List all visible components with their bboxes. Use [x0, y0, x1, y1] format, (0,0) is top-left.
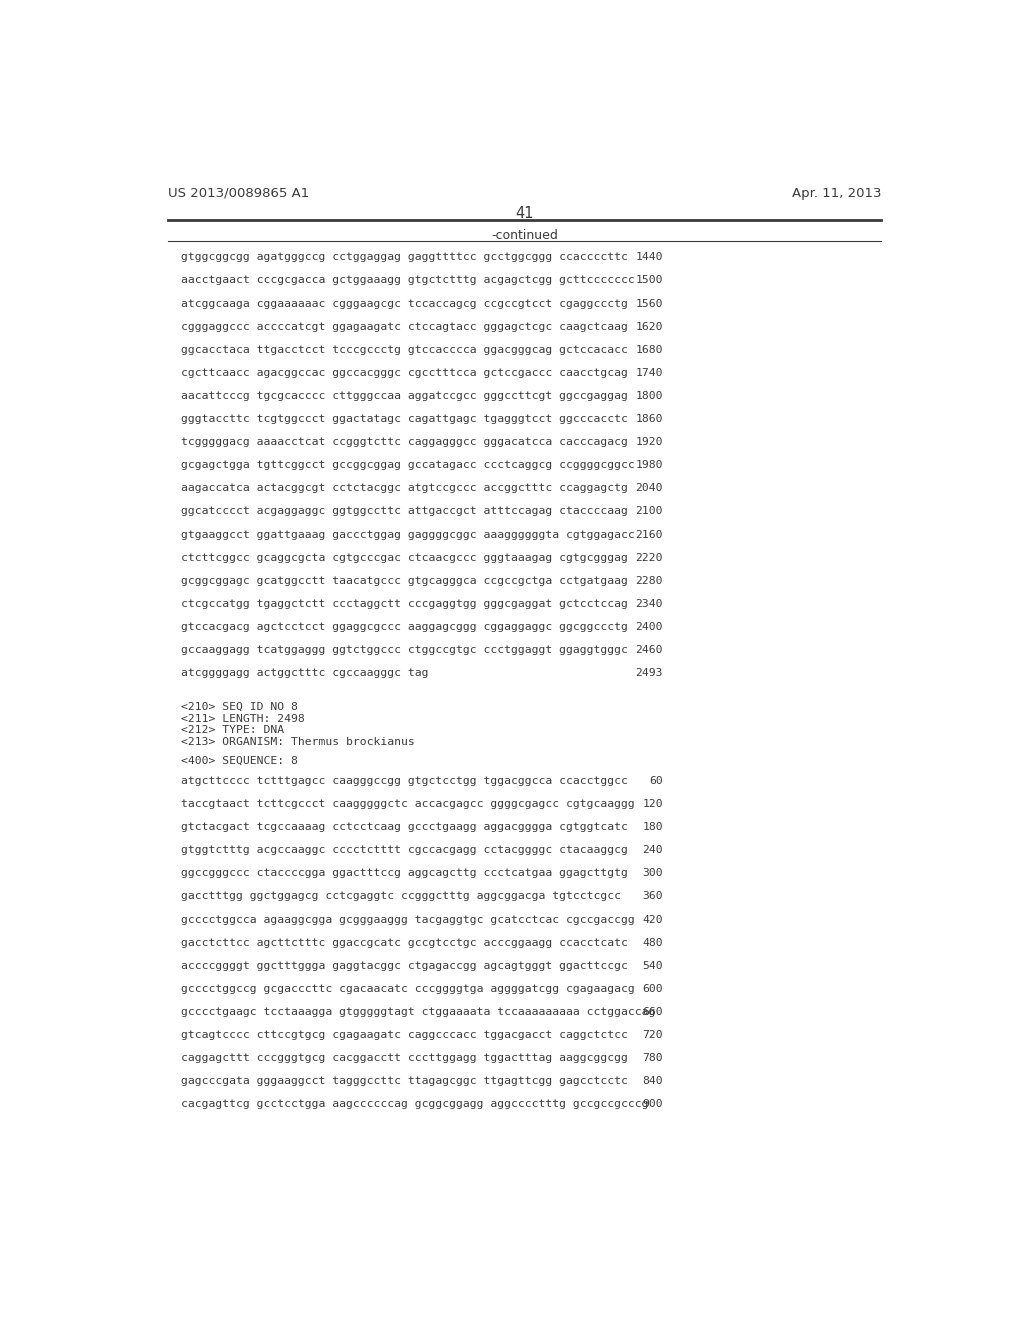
Text: gtctacgact tcgccaaaag cctcctcaag gccctgaagg aggacgggga cgtggtcatc: gtctacgact tcgccaaaag cctcctcaag gccctga…: [180, 822, 628, 832]
Text: aagaccatca actacggcgt cctctacggc atgtccgccc accggctttc ccaggagctg: aagaccatca actacggcgt cctctacggc atgtccg…: [180, 483, 628, 494]
Text: -continued: -continued: [492, 230, 558, 243]
Text: gtccacgacg agctcctcct ggaggcgccc aaggagcggg cggaggaggc ggcggccctg: gtccacgacg agctcctcct ggaggcgccc aaggagc…: [180, 622, 628, 632]
Text: atcggggagg actggctttc cgccaagggc tag: atcggggagg actggctttc cgccaagggc tag: [180, 668, 428, 678]
Text: gcccctgaagc tcctaaagga gtgggggtagt ctggaaaata tccaaaaaaaaa cctggaccag: gcccctgaagc tcctaaagga gtgggggtagt ctgga…: [180, 1007, 655, 1016]
Text: gtggtctttg acgccaaggc cccctctttt cgccacgagg cctacggggc ctacaaggcg: gtggtctttg acgccaaggc cccctctttt cgccacg…: [180, 845, 628, 855]
Text: ggcacctaca ttgacctcct tcccgccctg gtccacccca ggacgggcag gctccacacc: ggcacctaca ttgacctcct tcccgccctg gtccacc…: [180, 345, 628, 355]
Text: 780: 780: [642, 1053, 663, 1063]
Text: 1920: 1920: [635, 437, 663, 447]
Text: taccgtaact tcttcgccct caagggggctc accacgagcc ggggcgagcc cgtgcaaggg: taccgtaact tcttcgccct caagggggctc accacg…: [180, 799, 635, 809]
Text: 1560: 1560: [635, 298, 663, 309]
Text: cgggaggccc accccatcgt ggagaagatc ctccagtacc gggagctcgc caagctcaag: cgggaggccc accccatcgt ggagaagatc ctccagt…: [180, 322, 628, 331]
Text: ggccgggccc ctaccccgga ggactttccg aggcagcttg ccctcatgaa ggagcttgtg: ggccgggccc ctaccccgga ggactttccg aggcagc…: [180, 869, 628, 878]
Text: gcccctggcca agaaggcgga gcgggaaggg tacgaggtgc gcatcctcac cgccgaccgg: gcccctggcca agaaggcgga gcgggaaggg tacgag…: [180, 915, 635, 924]
Text: 720: 720: [642, 1030, 663, 1040]
Text: 1860: 1860: [635, 414, 663, 424]
Text: 1800: 1800: [635, 391, 663, 401]
Text: 2493: 2493: [635, 668, 663, 678]
Text: <212> TYPE: DNA: <212> TYPE: DNA: [180, 725, 284, 735]
Text: 2040: 2040: [635, 483, 663, 494]
Text: ctcgccatgg tgaggctctt ccctaggctt cccgaggtgg gggcgaggat gctcctccag: ctcgccatgg tgaggctctt ccctaggctt cccgagg…: [180, 599, 628, 609]
Text: gtcagtcccc cttccgtgcg cgagaagatc caggcccacc tggacgacct caggctctcc: gtcagtcccc cttccgtgcg cgagaagatc caggccc…: [180, 1030, 628, 1040]
Text: accccggggt ggctttggga gaggtacggc ctgagaccgg agcagtgggt ggacttccgc: accccggggt ggctttggga gaggtacggc ctgagac…: [180, 961, 628, 970]
Text: 120: 120: [642, 799, 663, 809]
Text: 2280: 2280: [635, 576, 663, 586]
Text: 2340: 2340: [635, 599, 663, 609]
Text: gacctttgg ggctggagcg cctcgaggtc ccgggctttg aggcggacga tgtcctcgcc: gacctttgg ggctggagcg cctcgaggtc ccgggctt…: [180, 891, 621, 902]
Text: cacgagttcg gcctcctgga aagccccccag gcggcggagg aggcccctttg gccgccgcccg: cacgagttcg gcctcctgga aagccccccag gcggcg…: [180, 1100, 648, 1109]
Text: 1740: 1740: [635, 368, 663, 378]
Text: ctcttcggcc gcaggcgcta cgtgcccgac ctcaacgccc gggtaaagag cgtgcgggag: ctcttcggcc gcaggcgcta cgtgcccgac ctcaacg…: [180, 553, 628, 562]
Text: aacattcccg tgcgcacccc cttgggccaa aggatccgcc gggccttcgt ggccgaggag: aacattcccg tgcgcacccc cttgggccaa aggatcc…: [180, 391, 628, 401]
Text: 2220: 2220: [635, 553, 663, 562]
Text: atgcttcccc tctttgagcc caagggccgg gtgctcctgg tggacggcca ccacctggcc: atgcttcccc tctttgagcc caagggccgg gtgctcc…: [180, 776, 628, 785]
Text: 480: 480: [642, 937, 663, 948]
Text: 660: 660: [642, 1007, 663, 1016]
Text: 180: 180: [642, 822, 663, 832]
Text: 840: 840: [642, 1076, 663, 1086]
Text: Apr. 11, 2013: Apr. 11, 2013: [792, 187, 882, 199]
Text: gcgagctgga tgttcggcct gccggcggag gccatagacc ccctcaggcg ccggggcggcc: gcgagctgga tgttcggcct gccggcggag gccatag…: [180, 461, 635, 470]
Text: <210> SEQ ID NO 8: <210> SEQ ID NO 8: [180, 702, 298, 711]
Text: US 2013/0089865 A1: US 2013/0089865 A1: [168, 187, 309, 199]
Text: <211> LENGTH: 2498: <211> LENGTH: 2498: [180, 714, 304, 723]
Text: 1980: 1980: [635, 461, 663, 470]
Text: aacctgaact cccgcgacca gctggaaagg gtgctctttg acgagctcgg gcttccccccc: aacctgaact cccgcgacca gctggaaagg gtgctct…: [180, 276, 635, 285]
Text: gtgaaggcct ggattgaaag gaccctggag gaggggcggc aaaggggggta cgtggagacc: gtgaaggcct ggattgaaag gaccctggag gaggggc…: [180, 529, 635, 540]
Text: 420: 420: [642, 915, 663, 924]
Text: <400> SEQUENCE: 8: <400> SEQUENCE: 8: [180, 756, 298, 766]
Text: gcggcggagc gcatggcctt taacatgccc gtgcagggca ccgccgctga cctgatgaag: gcggcggagc gcatggcctt taacatgccc gtgcagg…: [180, 576, 628, 586]
Text: gtggcggcgg agatgggccg cctggaggag gaggttttcc gcctggcggg ccaccccttc: gtggcggcgg agatgggccg cctggaggag gaggttt…: [180, 252, 628, 263]
Text: 1680: 1680: [635, 345, 663, 355]
Text: tcgggggacg aaaacctcat ccgggtcttc caggagggcc gggacatcca cacccagacg: tcgggggacg aaaacctcat ccgggtcttc caggagg…: [180, 437, 628, 447]
Text: gccaaggagg tcatggaggg ggtctggccc ctggccgtgc ccctggaggt ggaggtgggc: gccaaggagg tcatggaggg ggtctggccc ctggccg…: [180, 645, 628, 655]
Text: 1440: 1440: [635, 252, 663, 263]
Text: 1620: 1620: [635, 322, 663, 331]
Text: 600: 600: [642, 983, 663, 994]
Text: 240: 240: [642, 845, 663, 855]
Text: gacctcttcc agcttctttc ggaccgcatc gccgtcctgc acccggaagg ccacctcatc: gacctcttcc agcttctttc ggaccgcatc gccgtcc…: [180, 937, 628, 948]
Text: 2400: 2400: [635, 622, 663, 632]
Text: 360: 360: [642, 891, 663, 902]
Text: 900: 900: [642, 1100, 663, 1109]
Text: 540: 540: [642, 961, 663, 970]
Text: 2160: 2160: [635, 529, 663, 540]
Text: ggcatcccct acgaggaggc ggtggccttc attgaccgct atttccagag ctaccccaag: ggcatcccct acgaggaggc ggtggccttc attgacc…: [180, 507, 628, 516]
Text: 300: 300: [642, 869, 663, 878]
Text: cgcttcaacc agacggccac ggccacgggc cgcctttcca gctccgaccc caacctgcag: cgcttcaacc agacggccac ggccacgggc cgccttt…: [180, 368, 628, 378]
Text: gcccctggccg gcgacccttc cgacaacatc cccggggtga aggggatcgg cgagaagacg: gcccctggccg gcgacccttc cgacaacatc cccggg…: [180, 983, 635, 994]
Text: gagcccgata gggaaggcct tagggccttc ttagagcggc ttgagttcgg gagcctcctc: gagcccgata gggaaggcct tagggccttc ttagagc…: [180, 1076, 628, 1086]
Text: 2100: 2100: [635, 507, 663, 516]
Text: atcggcaaga cggaaaaaac cgggaagcgc tccaccagcg ccgccgtcct cgaggccctg: atcggcaaga cggaaaaaac cgggaagcgc tccacca…: [180, 298, 628, 309]
Text: caggagcttt cccgggtgcg cacggacctt cccttggagg tggactttag aaggcggcgg: caggagcttt cccgggtgcg cacggacctt cccttgg…: [180, 1053, 628, 1063]
Text: 1500: 1500: [635, 276, 663, 285]
Text: gggtaccttc tcgtggccct ggactatagc cagattgagc tgagggtcct ggcccacctc: gggtaccttc tcgtggccct ggactatagc cagattg…: [180, 414, 628, 424]
Text: <213> ORGANISM: Thermus brockianus: <213> ORGANISM: Thermus brockianus: [180, 737, 415, 747]
Text: 60: 60: [649, 776, 663, 785]
Text: 41: 41: [515, 206, 535, 222]
Text: 2460: 2460: [635, 645, 663, 655]
